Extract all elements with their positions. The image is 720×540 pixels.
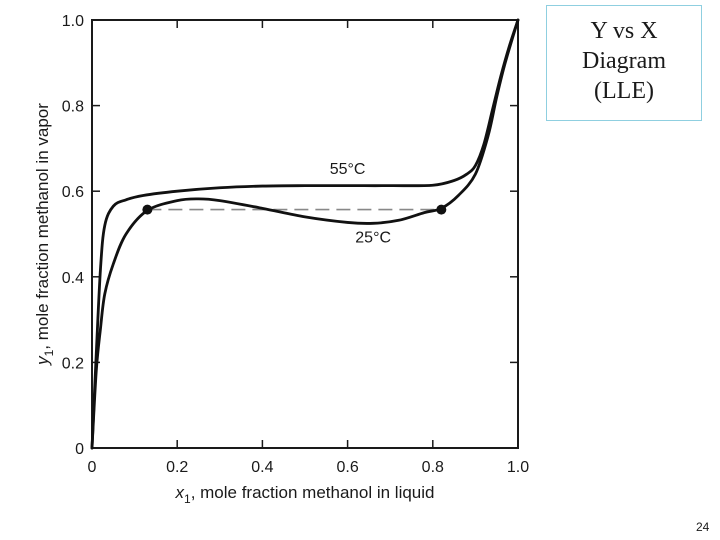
curve-label-1: 25°C	[355, 230, 391, 247]
series-line-1	[90, 18, 520, 450]
y-tick-label-1: 0.2	[62, 355, 84, 372]
y-tick-label-0: 0	[75, 441, 84, 458]
y-tick-label-4: 0.8	[62, 99, 84, 116]
curves-layer	[90, 18, 520, 450]
x-tick-label-5: 1.0	[507, 459, 529, 476]
y-axis-title: y1, mole fraction methanol in vapor	[33, 103, 56, 366]
equilibrium-point-1	[436, 204, 447, 215]
annotations-layer: 55°C 25°C	[330, 161, 391, 246]
page-number: 24	[696, 520, 710, 534]
x-tick-label-1: 0.2	[166, 459, 188, 476]
slide-title-line-3: (LLE)	[594, 78, 654, 104]
x-tick-label-2: 0.4	[251, 459, 273, 476]
equilibrium-point-0	[142, 204, 153, 215]
points-layer	[142, 204, 447, 215]
curve-label-0: 55°C	[330, 161, 366, 178]
y-tick-label-3: 0.6	[62, 184, 84, 201]
slide-title-line-1: Y vs X	[590, 18, 658, 44]
x-tick-label-3: 0.6	[336, 459, 358, 476]
plot-frame	[91, 19, 519, 449]
y-tick-label-5: 1.0	[62, 13, 84, 30]
series-line-0	[90, 18, 520, 450]
slide-title-line-2: Diagram	[582, 48, 666, 74]
x-tick-label-4: 0.8	[422, 459, 444, 476]
y-tick-label-2: 0.4	[62, 270, 84, 287]
slide-title: Y vs X Diagram (LLE)	[546, 5, 702, 121]
x-axis-title: x1, mole fraction methanol in liquid	[175, 483, 435, 506]
x-tick-label-0: 0	[88, 459, 97, 476]
axis-ticks	[91, 19, 519, 449]
tick-labels: 0 0.2 0.4 0.6 0.8 1.0 0 0.2 0.4 0.6 0.8 1.0	[62, 13, 529, 476]
